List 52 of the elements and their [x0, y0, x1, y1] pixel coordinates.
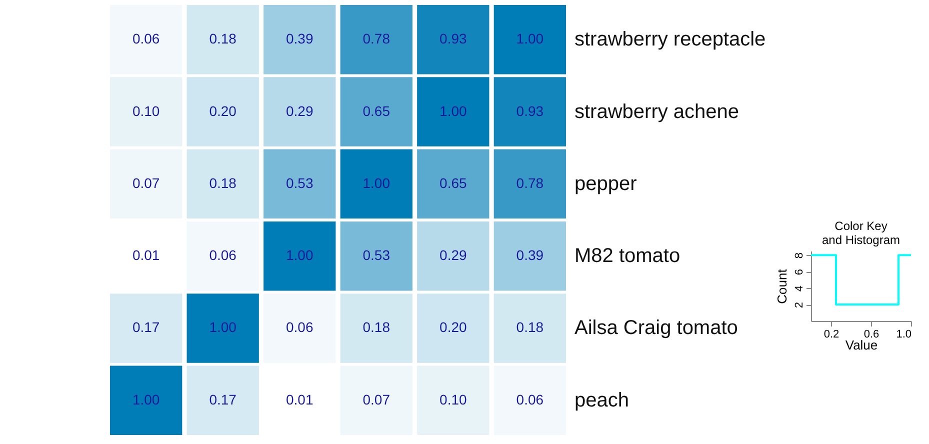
- data-label: 0.07: [362, 391, 390, 408]
- x-axis-title: Value: [845, 338, 878, 352]
- y-tick-label: 6: [794, 269, 806, 276]
- data-label: 0.65: [440, 174, 467, 191]
- y-tick-label: M82 tomato: [574, 245, 680, 268]
- data-label: 0.53: [286, 174, 314, 191]
- x-tick-label: 0.6: [864, 328, 880, 340]
- data-label: 0.20: [209, 102, 237, 119]
- data-label: 0.06: [132, 30, 160, 47]
- data-label: 0.18: [516, 319, 544, 336]
- data-label: 1.00: [286, 247, 314, 264]
- x-tick-label: 1.0: [896, 328, 912, 340]
- data-label: 1.00: [516, 30, 544, 47]
- data-label: 0.01: [286, 391, 314, 408]
- data-label: 0.53: [362, 247, 390, 264]
- y-axis-title: Count: [774, 268, 790, 304]
- chart-title: Color Key and Histogram: [822, 219, 900, 247]
- data-label: 0.17: [209, 391, 237, 408]
- y-tick-label: strawberry receptacle: [574, 28, 766, 51]
- data-label: 1.00: [362, 174, 390, 191]
- data-label: 0.20: [440, 319, 467, 336]
- data-label: 0.39: [286, 30, 314, 47]
- y-tick-label: peach: [574, 389, 629, 412]
- data-label: 1.00: [209, 319, 237, 336]
- y-tick-label: pepper: [574, 172, 638, 195]
- y-tick-label: 2: [794, 302, 806, 308]
- data-label: 0.06: [516, 391, 544, 408]
- y-tick-label: 4: [794, 285, 806, 292]
- data-label: 0.39: [516, 247, 544, 264]
- data-label: 0.29: [286, 102, 314, 119]
- data-label: 0.18: [209, 174, 237, 191]
- y-tick-label: strawberry achene: [574, 100, 740, 123]
- data-label: 0.29: [440, 247, 467, 264]
- data-label: 0.78: [362, 30, 390, 47]
- data-label: 0.01: [132, 247, 160, 264]
- x-tick-label: 0.2: [824, 328, 840, 340]
- data-label: 0.10: [132, 102, 160, 119]
- data-label: 0.78: [516, 174, 544, 191]
- data-label: 0.18: [209, 30, 237, 47]
- data-label: 0.06: [209, 247, 237, 264]
- data-label: 0.93: [440, 30, 467, 47]
- data-label: 0.07: [132, 174, 160, 191]
- data-label: 0.10: [440, 391, 467, 408]
- data-label: 0.17: [132, 319, 160, 336]
- y-tick-label: 8: [794, 252, 806, 259]
- data-label: 1.00: [440, 102, 467, 119]
- y-tick-label: Ailsa Craig tomato: [574, 317, 738, 340]
- data-label: 0.18: [362, 319, 390, 336]
- data-label: 0.93: [516, 102, 544, 119]
- data-label: 0.65: [362, 102, 390, 119]
- data-label: 1.00: [132, 391, 160, 408]
- data-label: 0.06: [286, 319, 314, 336]
